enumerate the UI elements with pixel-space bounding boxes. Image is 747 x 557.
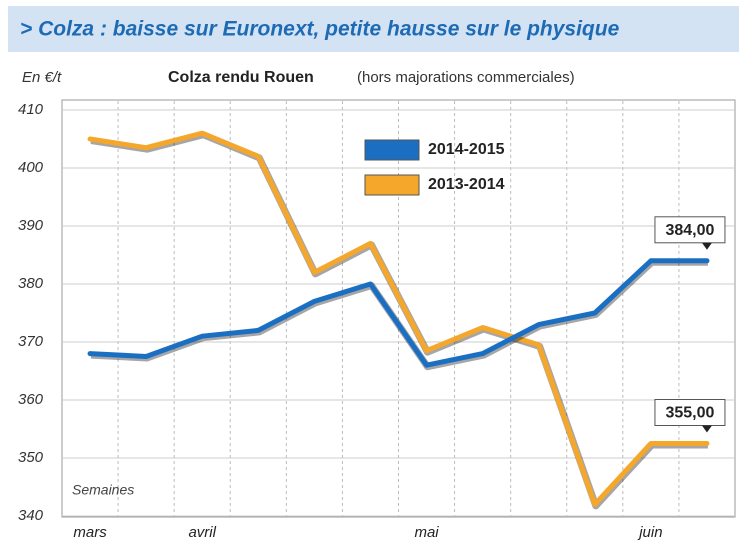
series-line [87,258,710,368]
chart-title: > Colza : baisse sur Euronext, petite ha… [20,18,620,41]
annotation-pointer [701,425,712,433]
y-tick-label: 350 [18,449,44,466]
annotation: 384,00 [665,222,714,239]
x-tick-label: avril [188,524,216,541]
y-tick-label: 400 [18,159,44,176]
y-tick-label: 370 [18,333,44,350]
legend-swatch [364,174,420,196]
legend-label: 2013-2014 [428,176,505,193]
series-line [87,130,710,507]
subtitle-note: (hors majorations commerciales) [357,69,575,86]
title-banner [8,6,739,52]
subtitle: Colza rendu Rouen [168,69,314,86]
y-tick-label: 340 [18,507,44,524]
annotation-pointer [701,242,712,250]
x-tick-label: mars [73,524,107,541]
legend-swatch [364,139,420,161]
annotation-box [654,216,726,244]
x-tick-label: mai [414,524,439,541]
y-tick-label: 390 [18,217,44,234]
y-axis-label: En €/t [22,69,62,86]
y-tick-label: 360 [18,391,44,408]
y-tick-label: 380 [18,275,44,292]
x-axis-label: Semaines [72,482,134,498]
x-tick-label: juin [637,524,662,541]
y-tick-label: 410 [18,101,44,118]
legend-label: 2014-2015 [428,141,505,158]
annotation: 355,00 [665,405,714,422]
annotation-box [654,399,726,426]
